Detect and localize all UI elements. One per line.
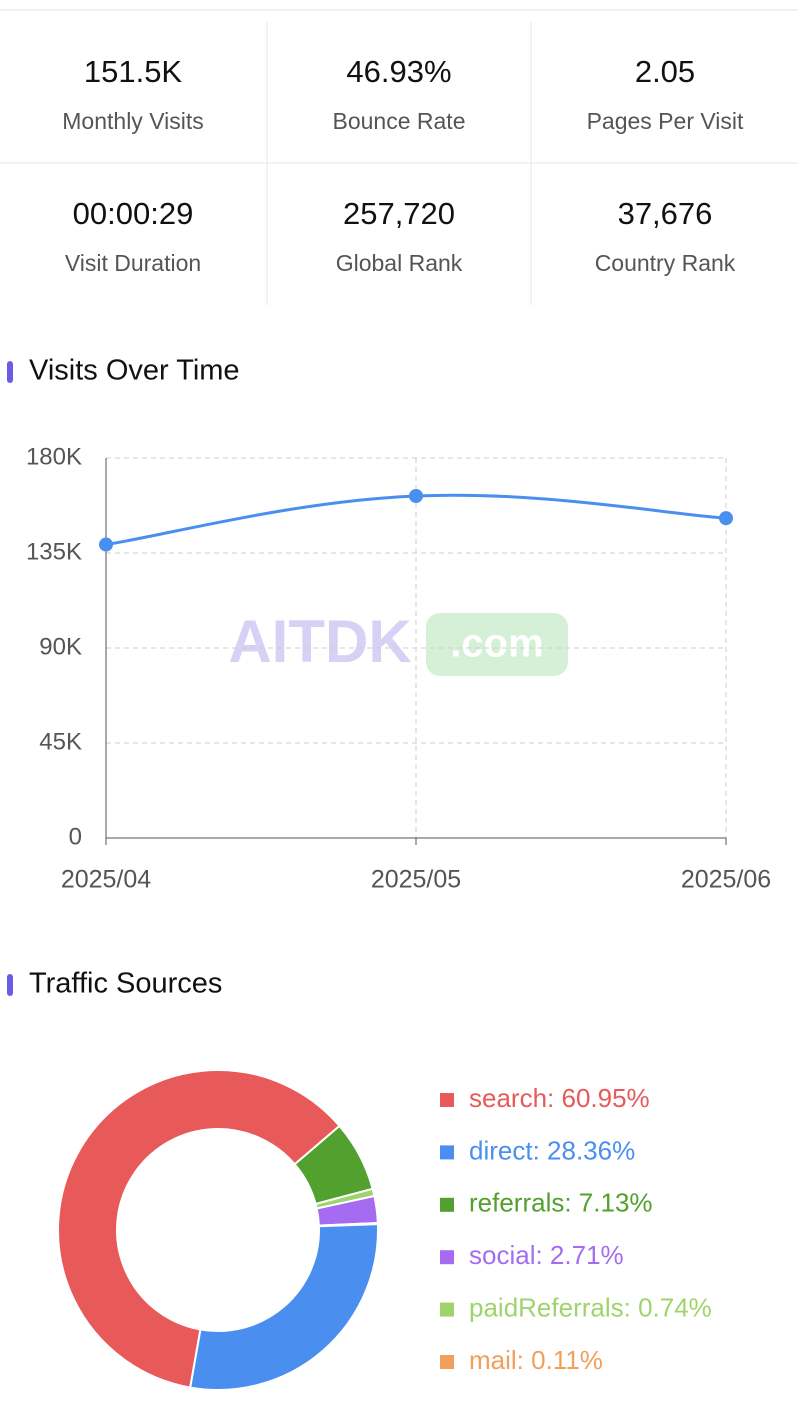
section-marker xyxy=(7,361,13,383)
legend-label: social: 2.71% xyxy=(469,1240,624,1270)
x-tick-label: 2025/06 xyxy=(681,866,771,894)
stat-value: 00:00:29 xyxy=(73,196,194,231)
section-title: Visits Over Time xyxy=(29,355,240,387)
y-tick-label: 135K xyxy=(26,538,82,565)
stat-value: 257,720 xyxy=(343,196,455,231)
pie-slice xyxy=(189,1223,379,1391)
stat-value: 151.5K xyxy=(84,54,183,89)
legend-swatch xyxy=(440,1355,454,1369)
watermark-badge xyxy=(426,613,568,676)
stat-label: Visit Duration xyxy=(65,250,201,276)
legend-label: referrals: 7.13% xyxy=(469,1188,653,1218)
data-point xyxy=(409,489,423,503)
section-marker xyxy=(7,974,13,996)
stat-label: Global Rank xyxy=(336,250,463,276)
watermark: AITDK xyxy=(228,608,411,675)
watermark: .com xyxy=(450,622,543,666)
stat-value: 46.93% xyxy=(346,54,451,89)
y-tick-label: 90K xyxy=(39,633,82,660)
legend-label: search: 60.95% xyxy=(469,1083,650,1113)
stat-label: Monthly Visits xyxy=(62,108,203,134)
stat-value: 2.05 xyxy=(635,54,695,89)
stat-label: Bounce Rate xyxy=(333,108,466,134)
stat-label: Pages Per Visit xyxy=(587,108,744,134)
legend-label: direct: 28.36% xyxy=(469,1135,635,1165)
y-tick-label: 45K xyxy=(39,728,82,755)
legend-label: paidReferrals: 0.74% xyxy=(469,1292,712,1322)
y-tick-label: 180K xyxy=(26,443,82,470)
legend-swatch xyxy=(440,1302,454,1317)
data-point xyxy=(99,537,113,552)
pie-slice xyxy=(57,1069,341,1389)
legend-label: mail: 0.11% xyxy=(469,1345,603,1375)
legend-swatch xyxy=(440,1093,454,1107)
x-tick-label: 2025/05 xyxy=(371,866,461,894)
legend-swatch xyxy=(440,1250,454,1265)
x-tick-label: 2025/04 xyxy=(61,866,151,894)
legend-swatch xyxy=(440,1197,454,1212)
stat-label: Country Rank xyxy=(595,250,736,276)
legend-swatch xyxy=(440,1145,454,1160)
stat-value: 37,676 xyxy=(618,196,713,231)
data-point xyxy=(719,511,733,526)
y-tick-label: 0 xyxy=(69,823,82,850)
section-title: Traffic Sources xyxy=(29,968,222,1000)
